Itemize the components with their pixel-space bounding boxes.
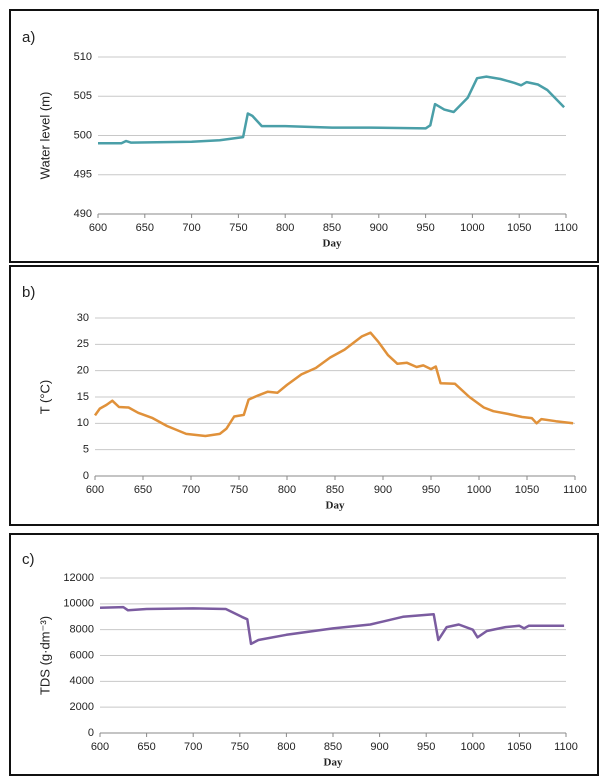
y-tick-label: 5 bbox=[83, 444, 89, 456]
y-axis-label: T (°C) bbox=[37, 380, 52, 415]
panel-label: b) bbox=[22, 284, 35, 301]
x-tick-label: 900 bbox=[374, 484, 392, 496]
y-tick-label: 10000 bbox=[63, 598, 94, 610]
x-tick-label: 700 bbox=[182, 484, 200, 496]
data-line bbox=[98, 75, 565, 145]
x-tick-label: 800 bbox=[277, 741, 295, 753]
x-tick-label: 650 bbox=[137, 741, 155, 753]
y-tick-label: 15 bbox=[77, 391, 89, 403]
y-tick-label: 10 bbox=[77, 417, 89, 429]
panel-frame bbox=[9, 533, 599, 776]
x-axis-label: Day bbox=[323, 238, 342, 250]
x-tick-label: 1100 bbox=[563, 484, 587, 496]
y-tick-label: 490 bbox=[74, 208, 92, 220]
x-tick-label: 700 bbox=[184, 741, 202, 753]
panel-frame bbox=[9, 265, 599, 526]
x-tick-label: 650 bbox=[136, 222, 154, 234]
x-tick-label: 900 bbox=[370, 741, 388, 753]
x-tick-label: 1050 bbox=[515, 484, 539, 496]
y-tick-label: 500 bbox=[74, 129, 92, 141]
x-tick-label: 1000 bbox=[467, 484, 491, 496]
y-tick-label: 4000 bbox=[70, 675, 94, 687]
x-tick-label: 1050 bbox=[507, 741, 531, 753]
x-tick-label: 950 bbox=[416, 222, 434, 234]
x-tick-label: 750 bbox=[231, 741, 249, 753]
x-tick-label: 600 bbox=[91, 741, 109, 753]
y-tick-label: 20 bbox=[77, 365, 89, 377]
y-tick-label: 2000 bbox=[70, 701, 94, 713]
x-tick-label: 1100 bbox=[554, 741, 578, 753]
panel-frame bbox=[9, 9, 599, 263]
x-tick-label: 600 bbox=[89, 222, 107, 234]
x-tick-label: 850 bbox=[326, 484, 344, 496]
panel-label: a) bbox=[22, 29, 35, 46]
x-tick-label: 1000 bbox=[460, 222, 484, 234]
x-tick-label: 750 bbox=[229, 222, 247, 234]
data-line bbox=[99, 605, 565, 646]
x-tick-label: 900 bbox=[370, 222, 388, 234]
y-tick-label: 510 bbox=[74, 51, 92, 63]
x-tick-label: 700 bbox=[182, 222, 200, 234]
y-tick-label: 12000 bbox=[63, 572, 94, 584]
x-axis-label: Day bbox=[324, 757, 343, 769]
x-tick-label: 950 bbox=[417, 741, 435, 753]
x-tick-label: 650 bbox=[134, 484, 152, 496]
data-line bbox=[93, 331, 574, 438]
x-tick-label: 750 bbox=[230, 484, 248, 496]
x-tick-label: 1100 bbox=[554, 222, 578, 234]
x-tick-label: 850 bbox=[323, 222, 341, 234]
x-axis-label: Day bbox=[326, 500, 345, 512]
y-tick-label: 0 bbox=[83, 470, 89, 482]
y-tick-label: 30 bbox=[77, 312, 89, 324]
panel-label: c) bbox=[22, 551, 35, 568]
y-axis-label: Water level (m) bbox=[37, 92, 52, 180]
y-tick-label: 6000 bbox=[70, 649, 94, 661]
x-tick-label: 800 bbox=[278, 484, 296, 496]
x-tick-label: 800 bbox=[276, 222, 294, 234]
x-tick-label: 1050 bbox=[507, 222, 531, 234]
y-tick-label: 25 bbox=[77, 338, 89, 350]
y-tick-label: 0 bbox=[88, 727, 94, 739]
x-tick-label: 1000 bbox=[461, 741, 485, 753]
x-tick-label: 950 bbox=[422, 484, 440, 496]
y-tick-label: 495 bbox=[74, 169, 92, 181]
y-tick-label: 505 bbox=[74, 90, 92, 102]
x-tick-label: 850 bbox=[324, 741, 342, 753]
y-axis-label: TDS (g·dm⁻³) bbox=[37, 616, 52, 695]
y-tick-label: 8000 bbox=[70, 624, 94, 636]
x-tick-label: 600 bbox=[86, 484, 104, 496]
